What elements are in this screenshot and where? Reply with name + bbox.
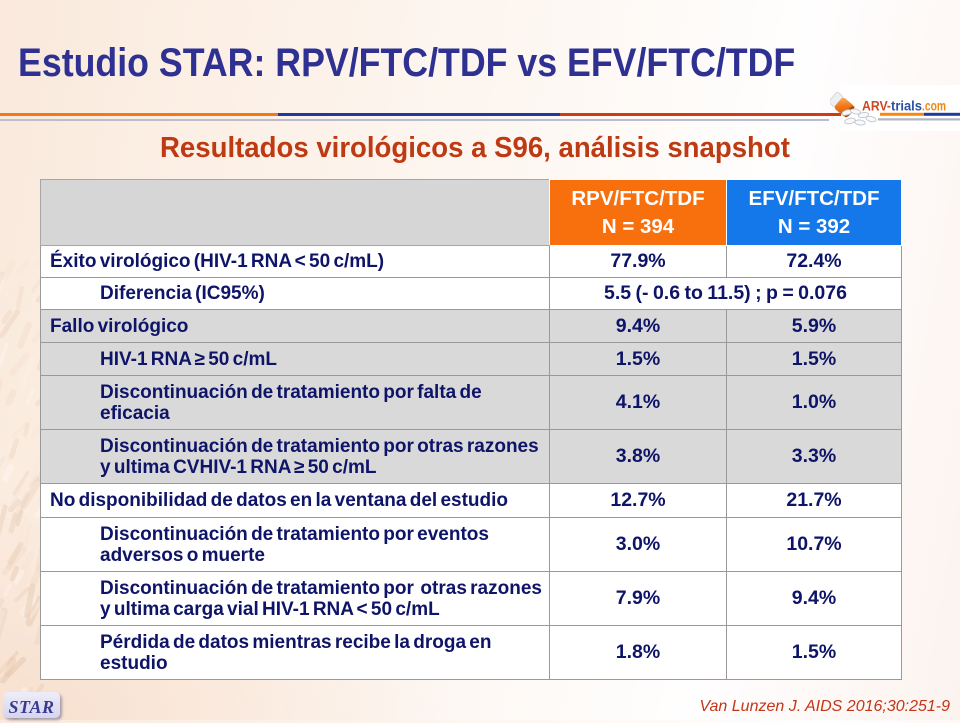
- svg-text:.com: .com: [922, 99, 946, 114]
- svg-text:trials: trials: [891, 99, 922, 114]
- svg-text:ARV-: ARV-: [862, 99, 891, 114]
